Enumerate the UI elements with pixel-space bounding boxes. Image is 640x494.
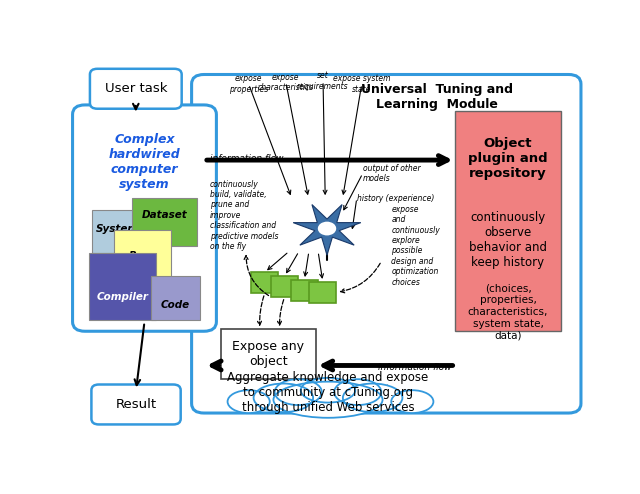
FancyBboxPatch shape	[191, 75, 581, 413]
Text: (choices,
properties,
characteristics,
system state,
data): (choices, properties, characteristics, s…	[468, 284, 548, 340]
Polygon shape	[293, 205, 361, 255]
FancyBboxPatch shape	[291, 280, 318, 301]
Text: continuously
observe
behavior and
keep history: continuously observe behavior and keep h…	[469, 211, 547, 269]
FancyBboxPatch shape	[221, 329, 316, 379]
Text: Object
plugin and
repository: Object plugin and repository	[468, 137, 548, 180]
Text: Result: Result	[115, 398, 157, 411]
Ellipse shape	[273, 382, 383, 418]
Text: expose
and
continuously
explore
possible
design and
optimization
choices: expose and continuously explore possible…	[392, 205, 440, 287]
FancyBboxPatch shape	[271, 276, 298, 297]
Text: Aggregate knowledge and expose
to community at cTuning.org
through unified Web s: Aggregate knowledge and expose to commun…	[227, 370, 429, 413]
FancyBboxPatch shape	[72, 105, 216, 331]
Text: history (experience): history (experience)	[356, 194, 434, 203]
FancyBboxPatch shape	[309, 282, 337, 303]
Text: Run-
time: Run- time	[129, 251, 156, 273]
FancyBboxPatch shape	[90, 69, 182, 109]
Text: set
requirements: set requirements	[297, 72, 349, 91]
Text: expose
properties: expose properties	[229, 75, 268, 94]
Text: Universal  Tuning and
Learning  Module: Universal Tuning and Learning Module	[361, 83, 513, 111]
FancyBboxPatch shape	[132, 198, 196, 246]
FancyBboxPatch shape	[456, 111, 561, 331]
Text: information flow: information flow	[378, 363, 451, 372]
Ellipse shape	[334, 379, 381, 405]
FancyBboxPatch shape	[92, 209, 147, 253]
Text: Dataset: Dataset	[141, 210, 187, 220]
FancyBboxPatch shape	[89, 253, 156, 320]
Ellipse shape	[343, 383, 403, 412]
Circle shape	[317, 221, 337, 236]
Text: output of other
models: output of other models	[363, 164, 420, 183]
Ellipse shape	[275, 379, 322, 405]
Text: information flow: information flow	[211, 154, 284, 163]
Ellipse shape	[391, 390, 433, 413]
Text: expose
characteristics: expose characteristics	[258, 73, 314, 92]
Text: Complex
hardwired
computer
system: Complex hardwired computer system	[109, 133, 180, 191]
FancyBboxPatch shape	[114, 230, 171, 293]
Text: Code: Code	[161, 299, 190, 310]
FancyBboxPatch shape	[151, 276, 200, 320]
Ellipse shape	[301, 378, 355, 403]
Text: Compiler: Compiler	[97, 291, 148, 301]
Ellipse shape	[228, 390, 269, 413]
FancyBboxPatch shape	[251, 272, 278, 293]
Text: User task: User task	[104, 82, 167, 95]
Text: System: System	[95, 224, 138, 234]
Ellipse shape	[253, 383, 313, 412]
Text: Expose any
object: Expose any object	[232, 340, 305, 368]
Text: expose system
state: expose system state	[333, 75, 390, 94]
Text: continuously
build, validate,
prune and
improve
classification and
predictive mo: continuously build, validate, prune and …	[210, 179, 278, 251]
FancyBboxPatch shape	[92, 384, 180, 424]
